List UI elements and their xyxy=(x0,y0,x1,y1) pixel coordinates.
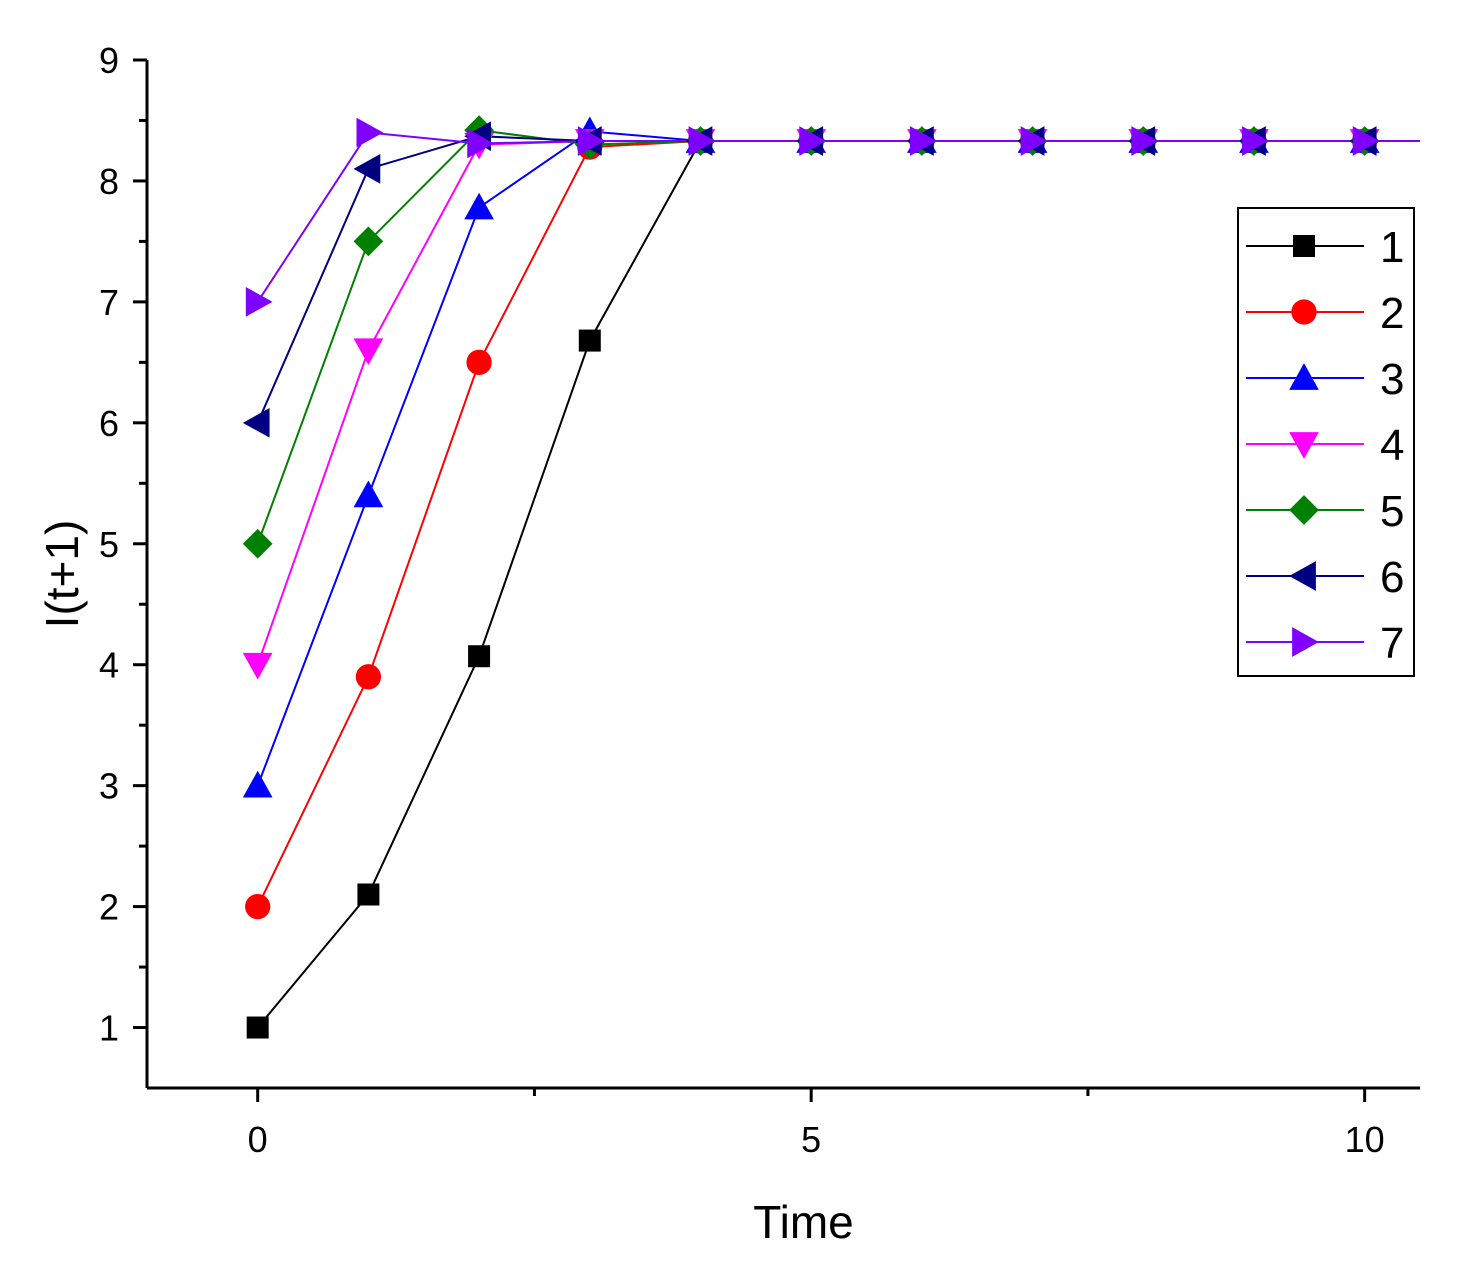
data-point xyxy=(468,645,491,668)
legend-marker xyxy=(1293,235,1315,257)
data-point xyxy=(799,126,827,156)
legend-marker xyxy=(1289,495,1319,525)
series-markers-7 xyxy=(245,117,1380,317)
legend-label: 2 xyxy=(1380,289,1404,338)
axes: 1 2 3 4 5 6 7 8 9 0 5 10 xyxy=(99,40,1420,1160)
plot-area xyxy=(242,115,1420,1039)
data-point xyxy=(1131,126,1159,156)
data-point xyxy=(577,126,605,156)
legend-entry-6: 6 xyxy=(1246,553,1404,602)
series-line-3 xyxy=(256,130,1365,787)
y-tick-label: 7 xyxy=(99,282,119,323)
data-point xyxy=(353,226,384,257)
data-point xyxy=(246,1016,269,1039)
data-point xyxy=(1020,126,1048,156)
legend-entry-1: 1 xyxy=(1246,223,1404,272)
y-axis-title: I(t+1) xyxy=(36,520,88,629)
data-point xyxy=(353,480,384,508)
x-tick-label: 0 xyxy=(248,1119,268,1160)
x-tick-label: 5 xyxy=(801,1119,821,1160)
series-3 xyxy=(256,130,1365,787)
series-markers-1 xyxy=(246,130,1376,1039)
series-line-6 xyxy=(256,135,1365,424)
legend-label: 3 xyxy=(1380,355,1404,404)
legend-entry-3: 3 xyxy=(1246,355,1404,404)
y-tick-label: 4 xyxy=(99,645,119,686)
legend-box xyxy=(1237,207,1415,677)
y-tick-label: 3 xyxy=(99,766,119,807)
data-point xyxy=(245,893,271,920)
series-1 xyxy=(256,140,1365,1029)
series-markers-5 xyxy=(242,115,1380,559)
data-point xyxy=(357,883,380,906)
series-markers-6 xyxy=(242,121,1377,438)
legend-label: 4 xyxy=(1380,421,1404,470)
data-point xyxy=(356,117,384,148)
data-point xyxy=(242,652,273,680)
y-tick-label: 9 xyxy=(99,40,119,81)
data-point xyxy=(464,192,494,220)
series-2 xyxy=(256,140,1365,908)
data-point xyxy=(242,770,273,798)
legend-entry-4: 4 xyxy=(1246,421,1404,470)
data-point xyxy=(909,126,937,156)
series-markers-4 xyxy=(242,129,1380,680)
data-point xyxy=(242,407,270,438)
x-axis-title: Time xyxy=(753,1196,854,1248)
legend-label: 1 xyxy=(1380,223,1404,272)
series-6 xyxy=(256,135,1365,424)
legend-marker xyxy=(1289,561,1316,591)
legend-entry-5: 5 xyxy=(1246,487,1404,536)
legend-label: 6 xyxy=(1380,553,1404,602)
y-tick-label: 1 xyxy=(99,1008,119,1049)
data-point xyxy=(1352,126,1380,156)
x-tick-label: 10 xyxy=(1345,1119,1385,1160)
series-markers-3 xyxy=(242,116,1380,798)
series-line-2 xyxy=(256,140,1365,908)
legend: 1 2 3 4 5 6 7 xyxy=(1237,207,1415,677)
y-tick-label: 5 xyxy=(99,524,119,565)
legend-label: 7 xyxy=(1380,619,1404,668)
series-markers-2 xyxy=(245,128,1378,920)
y-tick-label: 8 xyxy=(99,161,119,202)
legend-label: 5 xyxy=(1380,487,1404,536)
data-point xyxy=(353,338,384,366)
data-point xyxy=(688,126,716,156)
y-tick-label: 6 xyxy=(99,403,119,444)
series-4 xyxy=(256,140,1365,666)
legend-entry-7: 7 xyxy=(1246,619,1404,668)
legend-marker xyxy=(1291,299,1317,325)
series-line-7 xyxy=(256,131,1365,303)
data-point xyxy=(467,128,494,159)
legend-marker xyxy=(1292,627,1319,657)
legend-marker xyxy=(1289,363,1319,390)
series-line-5 xyxy=(256,129,1365,545)
data-point xyxy=(578,329,601,352)
data-point xyxy=(466,349,492,376)
series-5 xyxy=(256,129,1365,545)
data-point xyxy=(245,287,273,317)
y-tick-label: 2 xyxy=(99,887,119,928)
data-point xyxy=(1242,126,1269,156)
series-7 xyxy=(256,131,1365,303)
data-point xyxy=(353,153,381,184)
series-line-1 xyxy=(256,140,1365,1029)
legend-marker xyxy=(1289,432,1319,459)
legend-entry-2: 2 xyxy=(1246,289,1404,338)
series-line-4 xyxy=(256,140,1365,666)
data-point xyxy=(355,664,382,690)
data-point xyxy=(242,528,273,559)
